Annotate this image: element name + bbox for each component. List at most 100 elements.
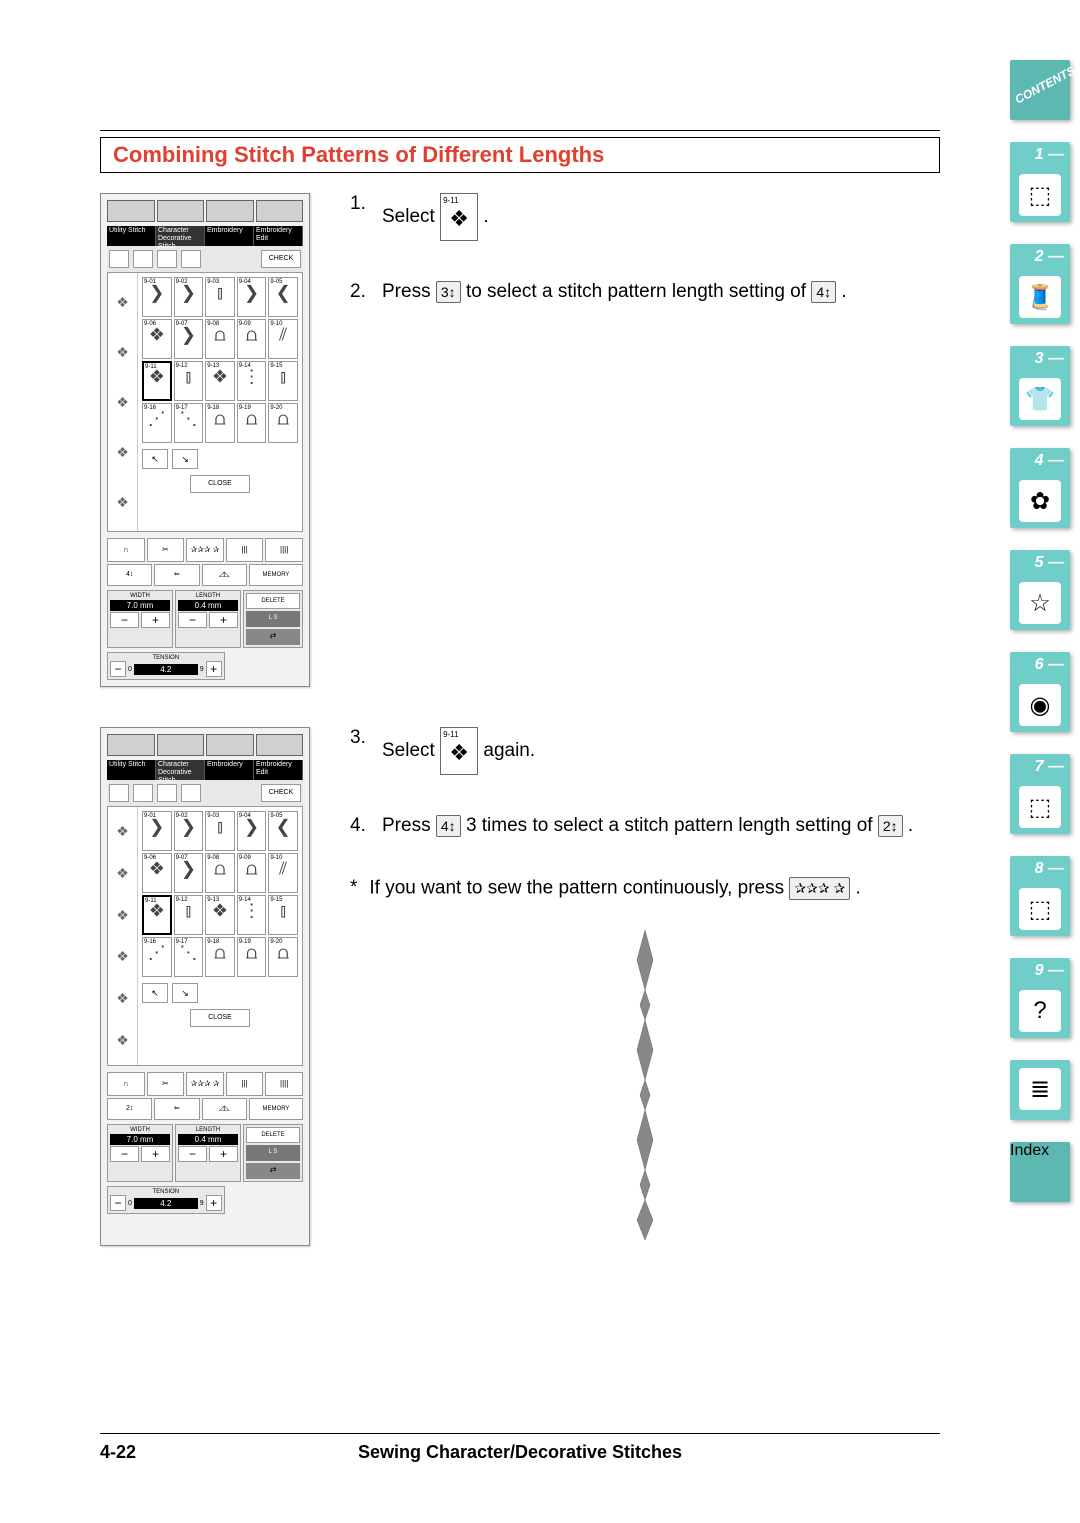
mode-tab-character[interactable]: Character Decorative Stitch <box>156 226 205 246</box>
top-icon[interactable] <box>107 734 155 756</box>
stitch-cell-9-04[interactable]: 9-04❯ <box>237 277 267 317</box>
tab-index[interactable]: Index <box>1010 1142 1070 1202</box>
tab-1[interactable]: 1 — ⬚ <box>1010 142 1070 222</box>
mode-tab-edit[interactable]: Embroidery Edit <box>254 760 303 780</box>
delete-button[interactable]: DELETE <box>246 593 300 609</box>
top-icon[interactable] <box>256 734 304 756</box>
close-button[interactable]: CLOSE <box>190 1009 250 1027</box>
tab-6[interactable]: 6 — ◉ <box>1010 652 1070 732</box>
memory-button[interactable]: MEMORY <box>249 564 303 586</box>
stitch-cell-9-16[interactable]: 9-16⋰ <box>142 403 172 443</box>
action-btn[interactable]: ✂ <box>147 538 185 562</box>
nav-prev[interactable]: ↖ <box>142 983 168 1003</box>
mirror-button[interactable]: ⇐ <box>154 564 199 586</box>
stitch-cell-9-05[interactable]: 9-05❮ <box>268 277 298 317</box>
stitch-cell-9-12[interactable]: 9-12⫾ <box>174 361 204 401</box>
stitch-cell-9-13[interactable]: 9-13❖ <box>205 361 235 401</box>
toolbar-icon[interactable] <box>133 250 153 268</box>
stitch-cell-9-14[interactable]: 9-14⋮ <box>237 361 267 401</box>
stitch-cell-9-20[interactable]: 9-20⩍ <box>268 937 298 977</box>
width-minus[interactable]: − <box>110 1146 139 1162</box>
stitch-cell-9-17[interactable]: 9-17⋱ <box>174 403 204 443</box>
toolbar-icon[interactable] <box>181 784 201 802</box>
mode-tab-utility[interactable]: Utility Stitch <box>107 760 156 780</box>
stitch-cell-9-17[interactable]: 9-17⋱ <box>174 937 204 977</box>
stitch-cell-9-18[interactable]: 9-18⩍ <box>205 403 235 443</box>
tab-4[interactable]: 4 — ✿ <box>1010 448 1070 528</box>
stitch-cell-9-01[interactable]: 9-01❯ <box>142 811 172 851</box>
check-button[interactable]: CHECK <box>261 784 301 802</box>
stitch-cell-9-15[interactable]: 9-15⫾ <box>268 895 298 935</box>
tab-2[interactable]: 2 — 🧵 <box>1010 244 1070 324</box>
stitch-cell-9-10[interactable]: 9-10⫽ <box>268 853 298 893</box>
top-icon[interactable] <box>157 200 205 222</box>
size-button[interactable]: 2↕ <box>107 1098 152 1120</box>
tension-minus[interactable]: − <box>110 1195 126 1211</box>
action-btn[interactable]: ✰✰✰ ✰ <box>186 1072 224 1096</box>
arrows-button[interactable]: ⇄ <box>246 629 300 645</box>
mode-tab-embroidery[interactable]: Embroidery <box>205 760 254 780</box>
stitch-cell-9-11[interactable]: 9-11❖ <box>142 895 172 935</box>
stitch-cell-9-08[interactable]: 9-08⩍ <box>205 853 235 893</box>
toolbar-icon[interactable] <box>157 250 177 268</box>
nav-next[interactable]: ↘ <box>172 983 198 1003</box>
stitch-cell-9-05[interactable]: 9-05❮ <box>268 811 298 851</box>
stitch-cell-9-19[interactable]: 9-19⩍ <box>237 403 267 443</box>
toolbar-icon[interactable] <box>109 250 129 268</box>
action-btn[interactable]: |||| <box>265 538 303 562</box>
tension-plus[interactable]: + <box>206 1195 222 1211</box>
action-btn[interactable]: ✰✰✰ ✰ <box>186 538 224 562</box>
tab-3[interactable]: 3 — 👕 <box>1010 346 1070 426</box>
stitch-cell-9-03[interactable]: 9-03⫾ <box>205 277 235 317</box>
top-icon[interactable] <box>206 200 254 222</box>
tab-8[interactable]: 8 — ⬚ <box>1010 856 1070 936</box>
nav-prev[interactable]: ↖ <box>142 449 168 469</box>
arrows-button[interactable]: ⇄ <box>246 1163 300 1179</box>
size-button[interactable]: 4↕ <box>107 564 152 586</box>
stitch-cell-9-04[interactable]: 9-04❯ <box>237 811 267 851</box>
mode-tab-character[interactable]: Character Decorative Stitch <box>156 760 205 780</box>
mirror-button[interactable]: ⇐ <box>154 1098 199 1120</box>
tension-minus[interactable]: − <box>110 661 126 677</box>
tab-index-list[interactable]: ≣ <box>1010 1060 1070 1120</box>
width-plus[interactable]: + <box>141 612 170 628</box>
stitch-cell-9-01[interactable]: 9-01❯ <box>142 277 172 317</box>
stitch-cell-9-02[interactable]: 9-02❯ <box>174 811 204 851</box>
mode-tab-edit[interactable]: Embroidery Edit <box>254 226 303 246</box>
toolbar-icon[interactable] <box>109 784 129 802</box>
flip-button[interactable]: ◿◺ <box>202 564 247 586</box>
stitch-cell-9-09[interactable]: 9-09⩍ <box>237 853 267 893</box>
action-btn[interactable]: ||| <box>226 1072 264 1096</box>
stitch-cell-9-16[interactable]: 9-16⋰ <box>142 937 172 977</box>
mode-tab-utility[interactable]: Utility Stitch <box>107 226 156 246</box>
stitch-cell-9-10[interactable]: 9-10⫽ <box>268 319 298 359</box>
stitch-cell-9-13[interactable]: 9-13❖ <box>205 895 235 935</box>
stitch-cell-9-06[interactable]: 9-06❖ <box>142 319 172 359</box>
stitch-cell-9-09[interactable]: 9-09⩍ <box>237 319 267 359</box>
action-btn[interactable]: ∩ <box>107 538 145 562</box>
top-icon[interactable] <box>157 734 205 756</box>
length-plus[interactable]: + <box>209 1146 238 1162</box>
close-button[interactable]: CLOSE <box>190 475 250 493</box>
top-icon[interactable] <box>206 734 254 756</box>
stitch-cell-9-02[interactable]: 9-02❯ <box>174 277 204 317</box>
width-plus[interactable]: + <box>141 1146 170 1162</box>
stitch-cell-9-14[interactable]: 9-14⋮ <box>237 895 267 935</box>
stitch-cell-9-19[interactable]: 9-19⩍ <box>237 937 267 977</box>
nav-next[interactable]: ↘ <box>172 449 198 469</box>
action-btn[interactable]: ✂ <box>147 1072 185 1096</box>
length-minus[interactable]: − <box>178 1146 207 1162</box>
stitch-cell-9-15[interactable]: 9-15⫾ <box>268 361 298 401</box>
ls-button[interactable]: L S <box>246 1145 300 1161</box>
tab-5[interactable]: 5 — ☆ <box>1010 550 1070 630</box>
top-icon[interactable] <box>256 200 304 222</box>
stitch-cell-9-11[interactable]: 9-11❖ <box>142 361 172 401</box>
action-btn[interactable]: ∩ <box>107 1072 145 1096</box>
top-icon[interactable] <box>107 200 155 222</box>
tab-9[interactable]: 9 — ? <box>1010 958 1070 1038</box>
stitch-cell-9-03[interactable]: 9-03⫾ <box>205 811 235 851</box>
stitch-cell-9-06[interactable]: 9-06❖ <box>142 853 172 893</box>
action-btn[interactable]: ||| <box>226 538 264 562</box>
toolbar-icon[interactable] <box>133 784 153 802</box>
delete-button[interactable]: DELETE <box>246 1127 300 1143</box>
